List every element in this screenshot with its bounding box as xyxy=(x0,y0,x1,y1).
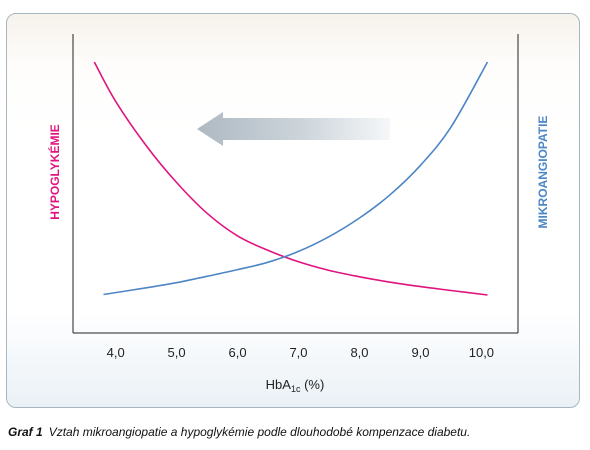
mikroangiopatie-line xyxy=(103,61,489,296)
x-tick-label: 10,0 xyxy=(469,345,494,360)
x-tick-label: 5,0 xyxy=(168,345,186,360)
x-tick-label: 7,0 xyxy=(289,345,307,360)
chart-panel xyxy=(6,13,580,408)
left-arrow-annotation xyxy=(197,112,390,146)
x-tick-label: 6,0 xyxy=(229,345,247,360)
x-tick-label: 9,0 xyxy=(411,345,429,360)
caption-text: Vztah mikroangiopatie a hypoglykémie pod… xyxy=(48,425,471,439)
x-tick-labels: 4,0 5,0 6,0 7,0 8,0 9,0 10,0 xyxy=(107,345,494,360)
x-axis-label: HbA1c (%) xyxy=(266,377,325,394)
hypoglykemie-line xyxy=(93,61,488,296)
x-tick-label: 8,0 xyxy=(350,345,368,360)
x-tick-label: 4,0 xyxy=(107,345,125,360)
figure-caption: Graf 1 Vztah mikroangiopatie a hypoglykém… xyxy=(8,425,470,439)
caption-label: Graf 1 xyxy=(8,425,43,439)
right-axis-label: MIKROANGIOPATIE xyxy=(536,116,550,229)
left-axis-label: HYPOGLYKÉMIE xyxy=(47,124,62,220)
